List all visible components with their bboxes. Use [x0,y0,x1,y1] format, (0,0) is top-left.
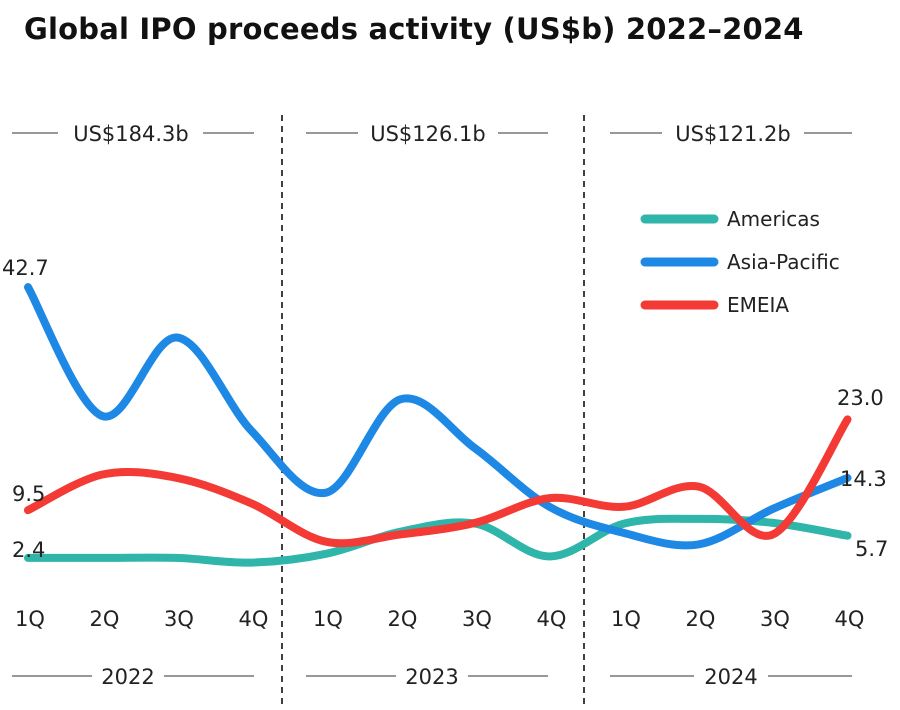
year-label-2024: 2024 [704,665,757,689]
start-label-asia-pacific: 42.7 [2,256,49,280]
year-label-2023: 2023 [405,665,458,689]
end-label-asia-pacific: 14.3 [840,467,887,491]
x-tick-label: 2Q [686,607,716,631]
x-tick-label: 4Q [239,607,269,631]
x-tick-label: 3Q [164,607,194,631]
x-tick-label: 1Q [313,607,343,631]
series-line-emeia [24,415,852,548]
total-label-2023: US$126.1b [370,122,486,146]
series-line-asia-pacific [24,283,852,550]
x-tick-label: 4Q [835,607,865,631]
legend-label-asia-pacific: Asia-Pacific [727,250,840,274]
total-label-2024: US$121.2b [675,122,791,146]
start-label-americas: 2.4 [12,538,45,562]
x-tick-label: 2Q [90,607,120,631]
x-tick-label: 2Q [388,607,418,631]
legend: Americas Asia-Pacific EMEIA [640,207,840,317]
chart-title: Global IPO proceeds activity (US$b) 2022… [24,12,804,46]
end-label-americas: 5.7 [855,537,888,561]
year-label-2022: 2022 [101,665,154,689]
series-line-americas [24,514,852,567]
x-axis-ticks: 1Q 2Q 3Q 4Q 1Q 2Q 3Q 4Q 1Q 2Q 3Q 4Q [15,607,864,631]
legend-label-americas: Americas [727,207,820,231]
total-label-2022: US$184.3b [73,122,189,146]
x-tick-label: 3Q [760,607,790,631]
end-label-emeia: 23.0 [837,386,884,410]
x-tick-label: 4Q [537,607,567,631]
legend-label-emeia: EMEIA [727,293,789,317]
x-tick-label: 1Q [15,607,45,631]
x-tick-label: 3Q [462,607,492,631]
start-label-emeia: 9.5 [12,482,45,506]
x-tick-label: 1Q [611,607,641,631]
